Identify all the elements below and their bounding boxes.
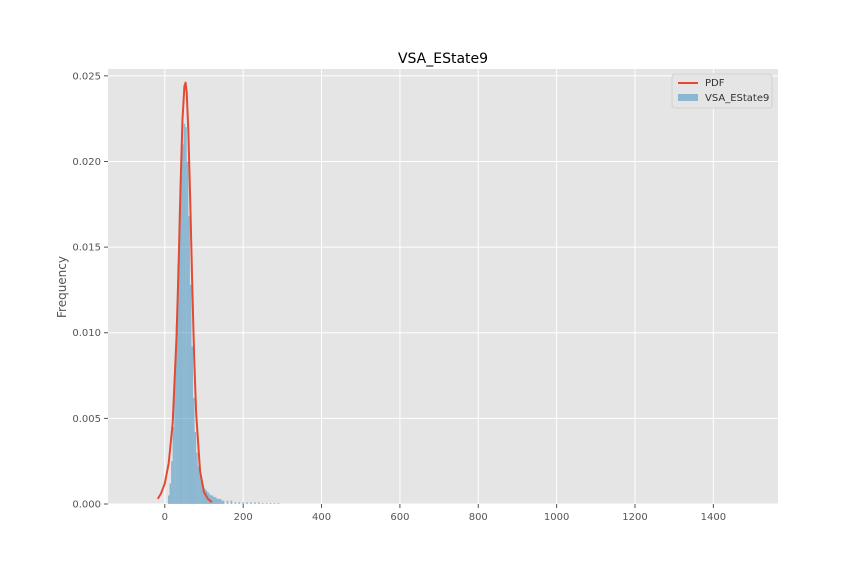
x-tick-label: 1400	[701, 512, 726, 523]
x-tick-label: 0	[162, 512, 168, 523]
histogram-bar	[199, 474, 201, 504]
histogram-bar	[216, 498, 219, 504]
histogram-bar	[189, 284, 192, 504]
y-tick-label: 0.020	[72, 157, 101, 168]
y-tick-label: 0.010	[72, 328, 101, 339]
histogram-bar	[183, 123, 186, 504]
legend: PDF VSA_EState9	[671, 73, 773, 109]
histogram-bar	[213, 497, 215, 504]
histogram-bar	[222, 500, 225, 504]
chart-title: VSA_EState9	[398, 51, 488, 67]
histogram-bar	[230, 500, 233, 504]
histogram-bar	[242, 502, 244, 504]
x-tick-label: 400	[312, 512, 331, 523]
legend-histogram-swatch	[678, 94, 698, 101]
x-tick-label: 1200	[622, 512, 647, 523]
x-tick-label: 600	[390, 512, 409, 523]
histogram-bar	[234, 502, 237, 504]
tick-labels: 0 200 400 600 800 1000 1200 1400 0.000 0.005 0.010…	[72, 71, 726, 523]
x-tick-label: 200	[234, 512, 253, 523]
histogram-bar	[208, 493, 211, 504]
histogram-bar	[180, 175, 183, 505]
plot-area	[108, 69, 778, 504]
histogram-bar	[250, 502, 252, 504]
histogram-bar	[175, 324, 178, 504]
histogram-bar	[174, 375, 176, 504]
histogram-bar	[265, 503, 268, 504]
histogram-bar	[172, 426, 175, 504]
histogram-bar	[218, 498, 220, 504]
histogram-bar	[214, 497, 217, 504]
legend-pdf-label: PDF	[705, 78, 725, 89]
histogram-bar	[246, 502, 248, 504]
histogram-bar	[211, 495, 214, 504]
histogram-bar	[196, 452, 198, 504]
histogram-bar	[169, 483, 172, 504]
y-axis-label: Frequency	[55, 256, 69, 318]
histogram-bar	[186, 161, 189, 504]
histogram-bar	[202, 485, 204, 504]
y-tick-label: 0.015	[72, 243, 101, 254]
histogram-bar	[182, 144, 184, 505]
histogram-bar	[273, 503, 276, 504]
histogram-bar	[219, 498, 222, 504]
histogram-bar	[197, 466, 200, 504]
y-tick-label: 0.000	[72, 500, 101, 511]
x-tick-label: 800	[469, 512, 488, 523]
pdf-line	[156, 81, 213, 504]
histogram-bar	[171, 461, 173, 504]
histogram-bar	[238, 502, 241, 504]
histogram-bar	[178, 209, 181, 504]
histogram-bar	[269, 503, 272, 504]
pdf-line-layer	[156, 81, 213, 504]
histogram-bar	[177, 264, 179, 504]
histogram-bar	[226, 500, 229, 504]
histogram-bar	[221, 500, 223, 504]
histogram-bar	[188, 216, 190, 505]
histogram-bar	[191, 346, 194, 504]
legend-histogram-label: VSA_EState9	[705, 93, 769, 104]
histogram-bar	[261, 503, 264, 504]
histogram-bars	[167, 123, 280, 505]
histogram-bar	[167, 495, 170, 504]
histogram-bar	[200, 481, 203, 504]
histogram-bar	[185, 127, 187, 505]
histogram-bar	[194, 432, 197, 504]
histogram-bar	[210, 495, 212, 504]
histogram-bar	[193, 397, 195, 504]
histogram-bar	[254, 502, 256, 504]
histogram-bar	[277, 503, 280, 504]
histogram-bar	[203, 488, 206, 504]
histogram-bar	[258, 502, 260, 504]
y-tick-label: 0.025	[72, 71, 101, 82]
y-tick-label: 0.005	[72, 414, 101, 425]
x-tick-label: 1000	[544, 512, 569, 523]
